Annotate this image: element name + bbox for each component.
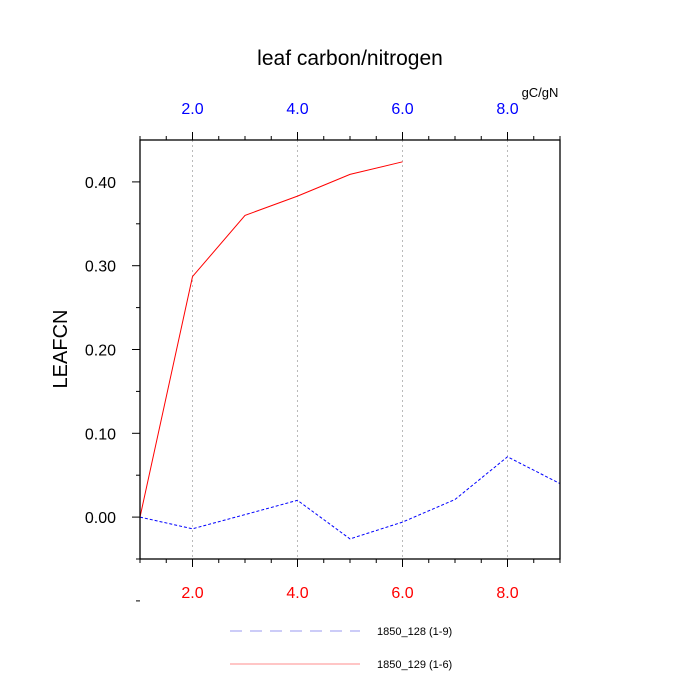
y-axis-label: LEAFCN — [50, 310, 72, 389]
series-layer — [139, 161, 561, 540]
grid-layer — [192, 140, 508, 559]
legend: 1850_128 (1-9) 1850_129 (1-6) — [230, 626, 452, 671]
x-tick-label-top: 8.0 — [496, 101, 518, 118]
x-tick-label-top: 2.0 — [181, 101, 203, 118]
tick-layer: 2.0 2.0 4.0 4.0 6.0 6.0 8.0 8.0 0.00 0.10 0.20 0.30… — [85, 101, 561, 602]
x-tick-label-top: 4.0 — [286, 101, 308, 118]
units-label: gC/gN — [522, 85, 559, 100]
y-tick-label: 0.20 — [85, 343, 116, 360]
y-tick-label: 0.10 — [85, 426, 116, 443]
chart-title: leaf carbon/nitrogen — [257, 47, 443, 70]
y-tick-label: 0.40 — [85, 175, 116, 192]
legend-label-2: 1850_129 (1-6) — [377, 659, 452, 671]
legend-label-1: 1850_128 (1-9) — [377, 626, 452, 638]
x-tick-label: 4.0 — [286, 585, 308, 602]
plot-frame — [139, 139, 561, 560]
x-tick-label: 2.0 — [181, 585, 203, 602]
y-tick-label: 0.00 — [85, 510, 116, 527]
x-tick-label: 8.0 — [496, 585, 518, 602]
series-line-2 — [139, 161, 403, 518]
x-tick-label-top: 6.0 — [391, 101, 413, 118]
x-tick-label: 6.0 — [391, 585, 413, 602]
series-line-1 — [139, 456, 561, 540]
y-tick-label: 0.30 — [85, 259, 116, 276]
